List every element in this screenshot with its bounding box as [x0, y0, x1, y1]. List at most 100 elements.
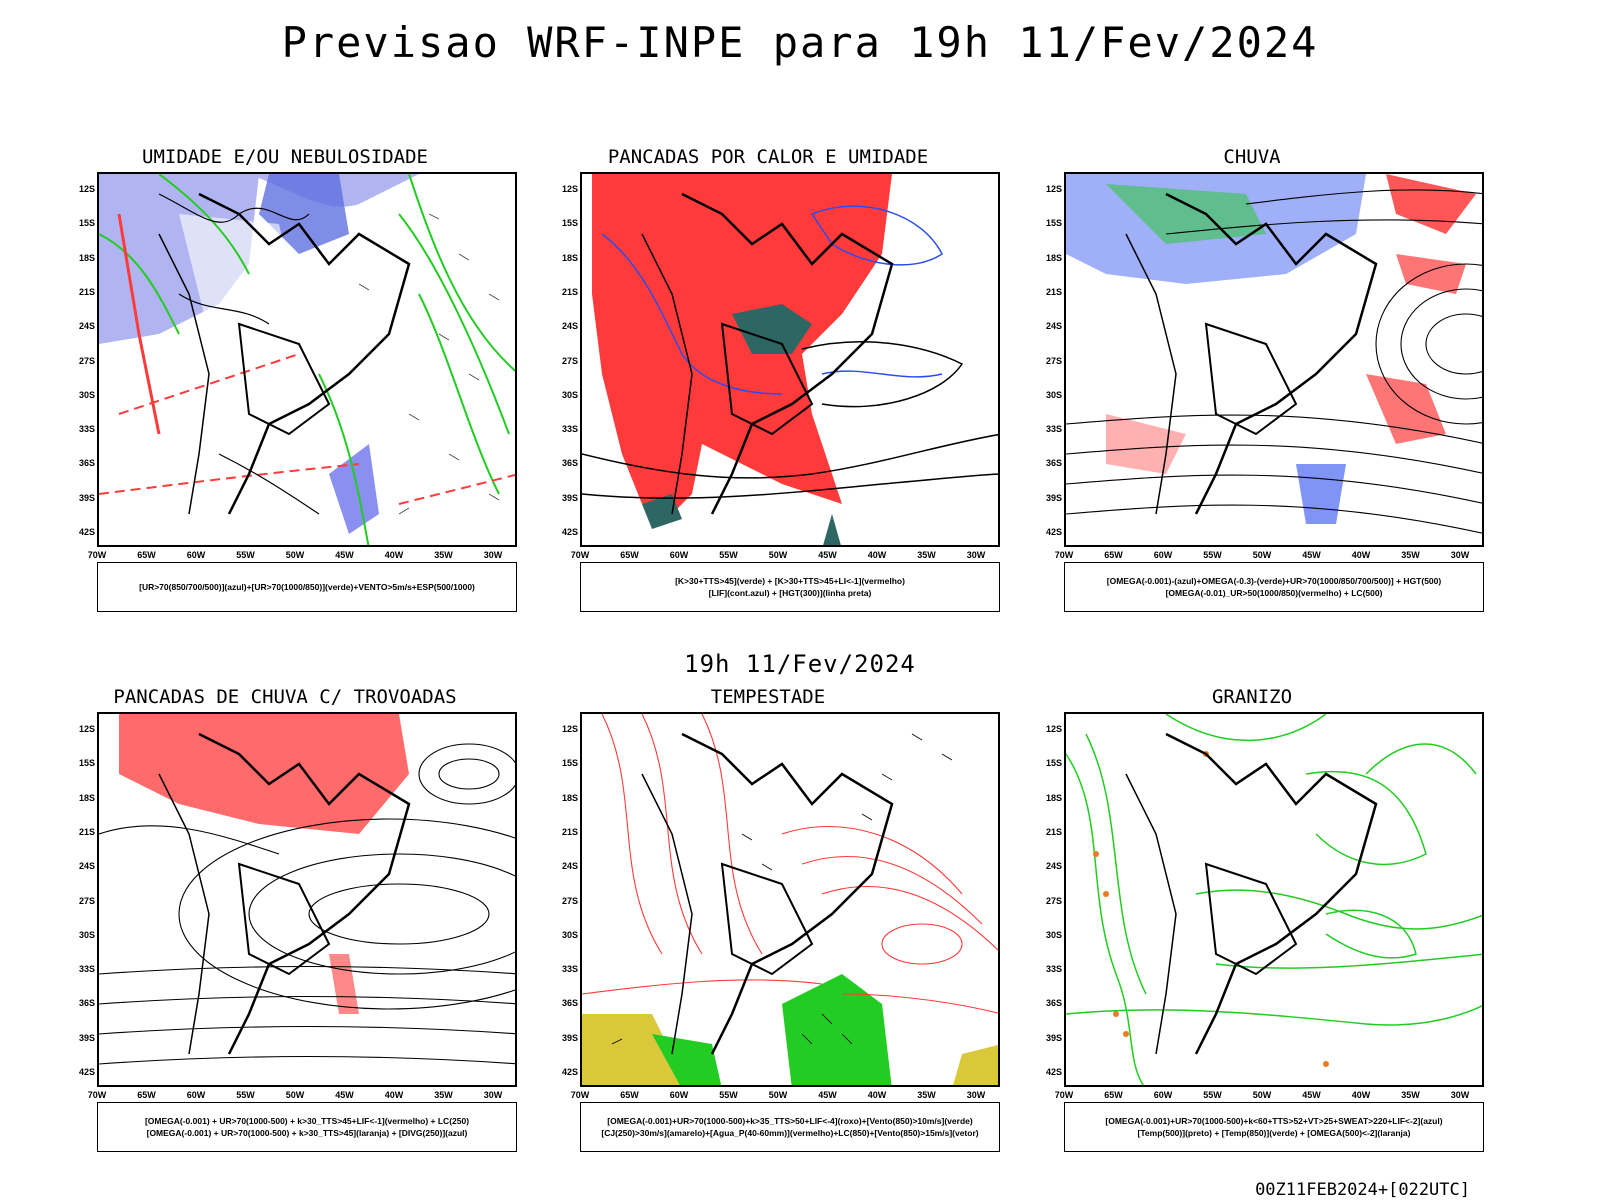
- run-timestamp: 00Z11FEB2024+[022UTC]: [1255, 1180, 1470, 1200]
- main-title: Previsao WRF-INPE para 19h 11/Fev/2024: [281, 18, 1319, 67]
- lon-tick-label: 60W: [669, 550, 689, 560]
- lon-tick-label: 55W: [719, 550, 738, 560]
- lat-tick-label: 12S: [1045, 184, 1062, 194]
- panel-legend: [OMEGA(-0.001)+UR>70(1000-500)+k>35_TTS>…: [580, 1102, 1000, 1152]
- lon-tick-label: 50W: [768, 550, 788, 560]
- lat-tick-label: 24S: [561, 321, 578, 332]
- lon-tick-label: 60W: [186, 550, 206, 560]
- lat-tick-label: 27S: [78, 895, 95, 906]
- lat-tick-label: 12S: [561, 184, 578, 194]
- forecast-map: [1064, 172, 1484, 547]
- lon-tick-label: 30W: [1450, 550, 1470, 560]
- lat-tick-label: 27S: [1045, 355, 1062, 366]
- lat-tick-label: 30S: [78, 929, 95, 940]
- lat-tick-label: 15S: [78, 218, 95, 229]
- lon-tick-label: 40W: [867, 550, 887, 560]
- map-layer: [582, 174, 998, 545]
- lat-tick-label: 30S: [1045, 389, 1062, 400]
- lat-tick-label: 21S: [1045, 286, 1062, 297]
- lat-tick-label: 18S: [1045, 792, 1062, 803]
- lon-tick-label: 30W: [483, 550, 503, 560]
- lat-tick-label: 15S: [561, 218, 578, 229]
- lon-tick-label: 70W: [1054, 550, 1074, 560]
- legend-line: [OMEGA(-0.01)_UR>50(1000/850)(vermelho) …: [1165, 588, 1383, 598]
- lat-tick-label: 15S: [78, 758, 95, 769]
- lat-tick-label: 12S: [78, 184, 95, 194]
- panel-title: PANCADAS POR CALOR E UMIDADE: [607, 146, 929, 168]
- lon-tick-label: 65W: [1104, 1090, 1123, 1100]
- lat-tick-label: 21S: [561, 826, 578, 837]
- lat-tick-label: 18S: [78, 792, 95, 803]
- lat-tick-label: 21S: [1045, 826, 1062, 837]
- lat-tick-label: 15S: [1045, 758, 1062, 769]
- lat-tick-label: 39S: [78, 492, 95, 503]
- lon-tick-label: 30W: [483, 1090, 503, 1100]
- lat-tick-label: 27S: [561, 895, 578, 906]
- lat-tick-label: 21S: [561, 286, 578, 297]
- panel-pancadas-trovoadas: PANCADAS DE CHUVA C/ TROVOADAS [OMEGA(: [45, 686, 525, 1152]
- map-layer: [1066, 714, 1482, 1085]
- panel-legend: [UR>70(850/700/500)](azul)+[UR>70(1000/8…: [97, 562, 517, 612]
- lat-tick-label: 36S: [78, 458, 95, 469]
- panel-title: TEMPESTADE: [710, 686, 826, 708]
- lat-tick-label: 39S: [561, 1032, 578, 1043]
- panel-title: GRANIZO: [1211, 686, 1293, 708]
- lon-tick-label: 50W: [285, 550, 305, 560]
- lon-tick-label: 65W: [137, 1090, 156, 1100]
- lon-tick-label: 35W: [1401, 550, 1420, 560]
- panel-granizo: GRANIZO [OMEGA(-0.001)+UR>70(: [1012, 686, 1492, 1152]
- lon-tick-label: 45W: [1302, 1090, 1321, 1100]
- lat-tick-label: 42S: [561, 527, 578, 537]
- lon-tick-label: 30W: [966, 550, 986, 560]
- lat-tick-label: 15S: [561, 758, 578, 769]
- lat-tick-label: 42S: [1045, 1067, 1062, 1077]
- lat-tick-label: 12S: [561, 724, 578, 734]
- forecast-map: [97, 172, 517, 547]
- lat-tick-label: 42S: [561, 1067, 578, 1077]
- lat-tick-label: 24S: [1045, 321, 1062, 332]
- lon-tick-label: 70W: [570, 550, 590, 560]
- lon-tick-label: 55W: [236, 1090, 255, 1100]
- lat-tick-label: 39S: [1045, 1032, 1062, 1043]
- lon-tick-label: 35W: [434, 550, 453, 560]
- lon-tick-label: 35W: [917, 550, 936, 560]
- lon-tick-label: 40W: [1351, 550, 1371, 560]
- legend-line: [CJ(250)>30m/s](amarelo)+[Agua_P(40-60mm…: [601, 1128, 979, 1138]
- lat-tick-label: 39S: [78, 1032, 95, 1043]
- lon-tick-label: 45W: [1302, 550, 1321, 560]
- lon-tick-label: 45W: [335, 1090, 354, 1100]
- lat-tick-label: 27S: [1045, 895, 1062, 906]
- lat-tick-label: 42S: [1045, 527, 1062, 537]
- panel-tempestade: TEMPESTADE: [528, 686, 1008, 1152]
- lon-tick-label: 60W: [1153, 550, 1173, 560]
- lon-tick-label: 40W: [867, 1090, 887, 1100]
- panel-title: CHUVA: [1223, 146, 1281, 168]
- legend-line: [OMEGA(-0.001)-(azul)+OMEGA(-0.3)-(verde…: [1106, 576, 1442, 586]
- lon-tick-label: 50W: [768, 1090, 788, 1100]
- lat-tick-label: 33S: [1045, 424, 1062, 435]
- lat-tick-label: 33S: [1045, 964, 1062, 975]
- lon-tick-label: 30W: [966, 1090, 986, 1100]
- lon-tick-label: 35W: [917, 1090, 936, 1100]
- panel-title: UMIDADE E/OU NEBULOSIDADE: [142, 146, 428, 168]
- lon-tick-label: 35W: [434, 1090, 453, 1100]
- forecast-map: [580, 172, 1000, 547]
- lon-tick-label: 55W: [1203, 550, 1222, 560]
- lon-tick-label: 65W: [620, 1090, 639, 1100]
- lon-tick-label: 55W: [236, 550, 255, 560]
- legend-line: [OMEGA(-0.001)+UR>70(1000-500)+k>35_TTS>…: [607, 1116, 973, 1126]
- lon-tick-label: 40W: [384, 1090, 404, 1100]
- legend-line: [K>30+TTS>45](verde) + [K>30+TTS>45+LI<-…: [675, 576, 905, 586]
- legend-line: [OMEGA(-0.001) + UR>70(1000-500) + k>30_…: [146, 1128, 468, 1138]
- lon-tick-label: 45W: [335, 550, 354, 560]
- lon-tick-label: 35W: [1401, 1090, 1420, 1100]
- lat-tick-label: 12S: [78, 724, 95, 734]
- lat-tick-label: 21S: [78, 826, 95, 837]
- lon-tick-label: 70W: [87, 1090, 107, 1100]
- lat-tick-label: 42S: [78, 527, 95, 537]
- lon-tick-label: 50W: [1252, 550, 1272, 560]
- legend-line: [OMEGA(-0.001) + UR>70(1000-500) + k>30_…: [144, 1116, 470, 1126]
- lon-tick-label: 55W: [719, 1090, 738, 1100]
- lat-tick-label: 24S: [561, 861, 578, 872]
- map-layer: [582, 714, 998, 1085]
